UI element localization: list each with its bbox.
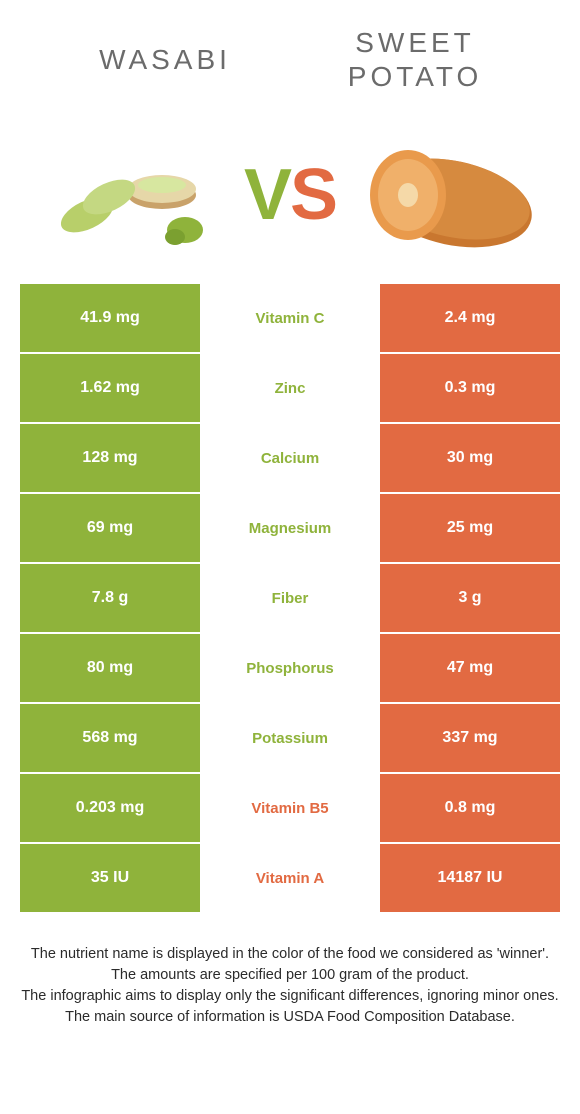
cell-nutrient-label: Magnesium — [200, 494, 380, 564]
footer-notes: The nutrient name is displayed in the co… — [0, 924, 580, 1028]
vs-v: V — [244, 154, 290, 236]
cell-nutrient-label: Vitamin A — [200, 844, 380, 914]
cell-nutrient-label: Vitamin C — [200, 284, 380, 354]
table-row: 0.203 mgVitamin B50.8 mg — [20, 774, 560, 844]
footer-line-0: The nutrient name is displayed in the co… — [12, 944, 568, 965]
cell-left-value: 69 mg — [20, 494, 200, 564]
sweetpotato-icon — [348, 125, 538, 265]
table-row: 35 IUVitamin A14187 IU — [20, 844, 560, 914]
cell-left-value: 0.203 mg — [20, 774, 200, 844]
cell-right-value: 3 g — [380, 564, 560, 634]
comparison-table: 41.9 mgVitamin C2.4 mg1.62 mgZinc0.3 mg1… — [20, 284, 560, 914]
title-right-line2: POTATO — [348, 61, 482, 92]
cell-nutrient-label: Zinc — [200, 354, 380, 424]
vs-s: S — [290, 154, 336, 236]
cell-right-value: 25 mg — [380, 494, 560, 564]
cell-right-value: 30 mg — [380, 424, 560, 494]
table-row: 568 mgPotassium337 mg — [20, 704, 560, 774]
cell-nutrient-label: Vitamin B5 — [200, 774, 380, 844]
cell-right-value: 2.4 mg — [380, 284, 560, 354]
cell-left-value: 128 mg — [20, 424, 200, 494]
table-row: 80 mgPhosphorus47 mg — [20, 634, 560, 704]
cell-right-value: 337 mg — [380, 704, 560, 774]
title-right: SWEET POTATO — [290, 26, 540, 93]
header: WASABI SWEET POTATO — [0, 0, 580, 110]
cell-right-value: 0.8 mg — [380, 774, 560, 844]
table-row: 41.9 mgVitamin C2.4 mg — [20, 284, 560, 354]
sweetpotato-image — [336, 110, 550, 280]
table-row: 7.8 gFiber3 g — [20, 564, 560, 634]
cell-left-value: 7.8 g — [20, 564, 200, 634]
table-row: 69 mgMagnesium25 mg — [20, 494, 560, 564]
cell-left-value: 35 IU — [20, 844, 200, 914]
cell-nutrient-label: Fiber — [200, 564, 380, 634]
footer-line-2: The infographic aims to display only the… — [12, 986, 568, 1007]
cell-left-value: 568 mg — [20, 704, 200, 774]
footer-line-3: The main source of information is USDA F… — [12, 1007, 568, 1028]
cell-right-value: 0.3 mg — [380, 354, 560, 424]
images-row: VS — [0, 110, 580, 280]
cell-right-value: 47 mg — [380, 634, 560, 704]
cell-left-value: 1.62 mg — [20, 354, 200, 424]
vs-label: VS — [244, 154, 336, 236]
cell-nutrient-label: Phosphorus — [200, 634, 380, 704]
footer-line-1: The amounts are specified per 100 gram o… — [12, 965, 568, 986]
title-right-line1: SWEET — [355, 27, 475, 58]
cell-left-value: 41.9 mg — [20, 284, 200, 354]
cell-right-value: 14187 IU — [380, 844, 560, 914]
wasabi-image — [30, 110, 244, 280]
table-row: 1.62 mgZinc0.3 mg — [20, 354, 560, 424]
table-row: 128 mgCalcium30 mg — [20, 424, 560, 494]
wasabi-icon — [47, 135, 227, 255]
cell-nutrient-label: Calcium — [200, 424, 380, 494]
cell-left-value: 80 mg — [20, 634, 200, 704]
title-left: WASABI — [40, 44, 290, 76]
cell-nutrient-label: Potassium — [200, 704, 380, 774]
